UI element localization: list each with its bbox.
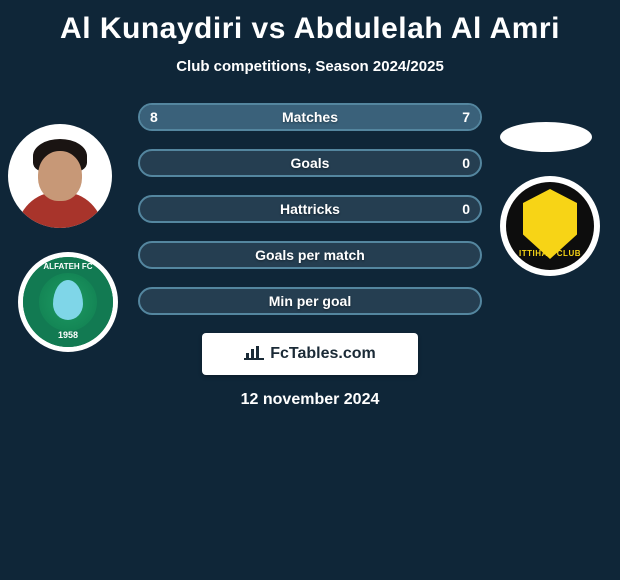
stat-label: Matches (140, 105, 480, 129)
stats-container: Matches87Goals0Hattricks0Goals per match… (138, 103, 482, 315)
stat-label: Hattricks (140, 197, 480, 221)
club-left-year: 1958 (18, 330, 118, 340)
stat-row: Min per goal (138, 287, 482, 315)
stat-row: Hattricks0 (138, 195, 482, 223)
stat-row: Goals per match (138, 241, 482, 269)
club-left-label: ALFATEH FC (18, 262, 118, 271)
club-right-label: ITTIHAD CLUB (500, 249, 600, 258)
date-text: 12 november 2024 (0, 391, 620, 409)
page-title: Al Kunaydiri vs Abdulelah Al Amri (0, 0, 620, 46)
club-badge-left: ALFATEH FC 1958 (18, 252, 118, 352)
chart-icon (244, 344, 264, 365)
player-photo-left (8, 124, 112, 228)
club-badge-right: ITTIHAD CLUB (500, 176, 600, 276)
stat-row: Goals0 (138, 149, 482, 177)
stat-value-right: 0 (462, 151, 470, 175)
brand-text: FcTables.com (270, 345, 376, 363)
player-photo-right (500, 122, 592, 152)
stat-label: Min per goal (140, 289, 480, 313)
stat-row: Matches8 7 (138, 103, 482, 131)
stat-value-left: 8 (150, 105, 158, 129)
stat-value-right: 7 (462, 105, 470, 129)
stat-value-right: 0 (462, 197, 470, 221)
stat-label: Goals per match (140, 243, 480, 267)
page-subtitle: Club competitions, Season 2024/2025 (0, 58, 620, 75)
brand-badge: FcTables.com (202, 333, 418, 375)
stat-label: Goals (140, 151, 480, 175)
